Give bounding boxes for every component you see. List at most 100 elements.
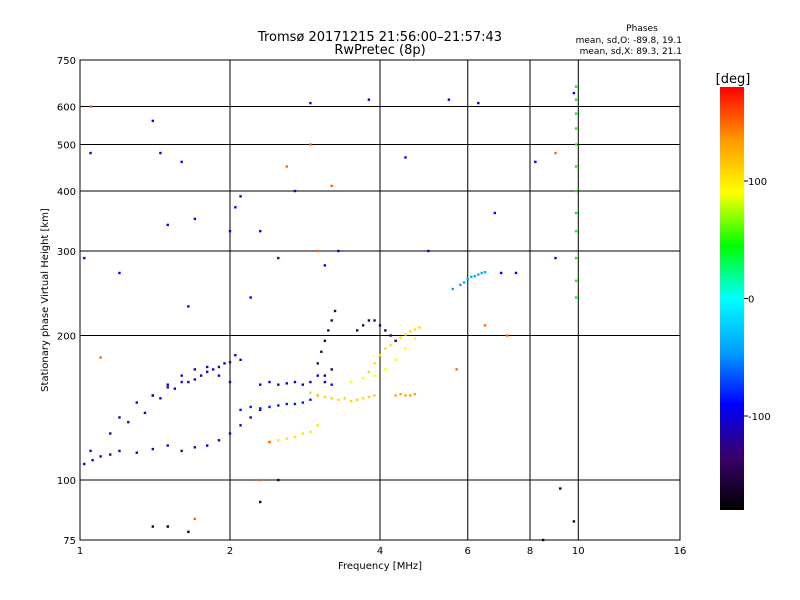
plot-frame — [79, 59, 681, 541]
data-point — [493, 211, 497, 215]
colorbar — [720, 87, 744, 510]
data-point — [239, 424, 242, 427]
data-point — [330, 184, 333, 188]
data-point — [394, 339, 397, 343]
data-point — [337, 249, 340, 253]
data-point — [301, 383, 305, 386]
data-point — [574, 165, 578, 168]
data-point — [309, 101, 312, 105]
data-point — [373, 362, 376, 365]
data-point — [323, 264, 327, 267]
data-point — [239, 358, 242, 362]
data-point — [418, 326, 421, 329]
data-point — [166, 386, 169, 389]
data-point — [109, 432, 112, 435]
data-point — [574, 85, 578, 88]
data-point — [89, 449, 92, 453]
data-point — [193, 217, 197, 221]
x-tick-label: 8 — [527, 546, 533, 557]
data-point — [259, 407, 262, 410]
data-point — [193, 378, 197, 381]
data-point — [166, 223, 169, 227]
data-point — [384, 347, 387, 350]
y-axis-label: Stationary phase Virtual Height [km] — [40, 208, 51, 392]
data-point — [343, 397, 347, 400]
data-point — [83, 256, 86, 260]
data-point — [337, 398, 340, 401]
data-point — [389, 343, 392, 347]
data-point — [277, 439, 280, 442]
data-point — [151, 119, 155, 123]
colorbar-label: [deg] — [716, 72, 751, 87]
data-point — [309, 391, 312, 394]
data-point — [293, 435, 297, 439]
data-point — [323, 380, 327, 384]
data-point — [413, 337, 417, 340]
data-point — [151, 525, 155, 528]
data-point — [572, 520, 576, 523]
data-point — [277, 383, 280, 386]
data-point — [293, 380, 297, 384]
data-point — [259, 408, 262, 412]
data-point — [166, 383, 169, 386]
x-tick-label: 1 — [77, 546, 83, 557]
data-point — [361, 324, 365, 327]
chart-title: Tromsø 20171215 21:56:00–21:57:43 — [257, 30, 502, 45]
data-point — [384, 368, 387, 371]
data-point — [234, 353, 237, 357]
data-point — [559, 487, 562, 490]
data-point — [554, 256, 557, 260]
x-tick-label: 10 — [572, 546, 585, 557]
y-axis-ticks: 75 100 200 300 400 500 600 750 — [57, 56, 76, 547]
data-point — [367, 319, 371, 322]
data-point — [249, 416, 252, 419]
colorbar-tick-label: 0 — [748, 295, 754, 306]
data-point — [477, 101, 480, 105]
data-point — [301, 401, 305, 404]
data-point — [361, 397, 365, 400]
data-point — [455, 368, 458, 371]
data-point — [413, 328, 417, 331]
data-point — [277, 404, 280, 407]
data-point — [394, 358, 397, 362]
data-point — [514, 271, 518, 275]
data-point — [277, 256, 280, 260]
data-point — [404, 156, 407, 159]
data-point — [480, 271, 483, 275]
data-point — [187, 305, 190, 308]
data-point — [574, 296, 578, 299]
data-point — [323, 395, 327, 399]
data-point — [572, 91, 576, 95]
data-point — [466, 278, 469, 281]
data-point — [316, 424, 319, 427]
stats-header: Phases — [626, 24, 658, 34]
data-point — [180, 374, 183, 377]
data-point — [217, 374, 221, 377]
data-point — [99, 356, 102, 359]
data-point — [316, 374, 319, 377]
data-point — [373, 374, 376, 377]
data-point — [574, 256, 578, 260]
data-point — [574, 211, 578, 215]
data-point — [217, 365, 221, 369]
data-point — [109, 453, 112, 456]
data-point — [399, 336, 402, 339]
data-point — [187, 530, 190, 534]
data-point — [187, 380, 190, 384]
x-tick-label: 6 — [465, 546, 471, 557]
data-point — [327, 329, 330, 332]
data-point — [217, 439, 221, 442]
data-point — [249, 405, 252, 409]
data-point — [205, 365, 209, 369]
x-tick-label: 16 — [674, 546, 687, 557]
data-point — [180, 449, 183, 453]
data-point — [404, 347, 407, 350]
data-point — [399, 392, 402, 396]
data-point — [554, 151, 557, 155]
data-point — [409, 394, 412, 397]
data-point — [301, 432, 305, 435]
data-point — [99, 455, 102, 458]
colorbar-tick-label: 100 — [748, 177, 767, 188]
data-point — [89, 105, 92, 108]
